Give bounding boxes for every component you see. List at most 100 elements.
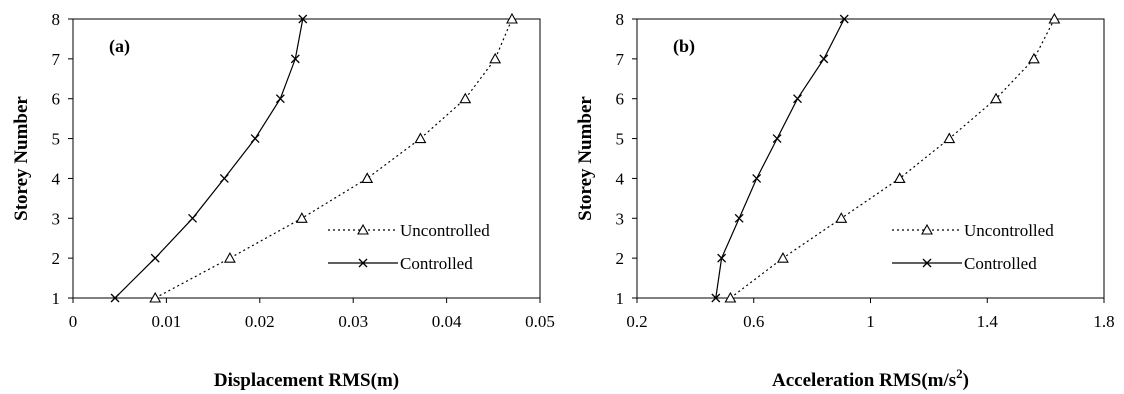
triangle-marker [1048, 12, 1061, 24]
x-marker-stroke-b [290, 54, 300, 64]
x-axis-label-text: Acceleration RMS(m/s [772, 370, 956, 391]
y-tick-label: 8 [616, 10, 625, 29]
plot-frame [72, 18, 541, 299]
x-marker-stroke-b [298, 14, 308, 24]
x-marker-stroke-b [150, 253, 160, 263]
legend-marker-stroke-b [358, 258, 368, 268]
x-tick-label: 1.4 [977, 312, 999, 331]
x-marker [772, 134, 782, 144]
x-axis-label: Acceleration RMS(m/s2) [772, 366, 969, 391]
x-marker [717, 253, 727, 263]
triangle-marker [1028, 52, 1040, 64]
y-tick-label: 1 [616, 289, 625, 308]
y-tick-label: 7 [52, 50, 61, 69]
x-marker-stroke-b [110, 293, 120, 303]
x-tick-label: 0.01 [152, 312, 182, 331]
series-line-x [715, 18, 845, 299]
x-marker [250, 134, 260, 144]
x-marker-stroke-b [250, 134, 260, 144]
x-tick-label: 0.6 [743, 312, 764, 331]
x-tick-label: 0.2 [626, 312, 647, 331]
x-axis-label-superscript: 2 [956, 366, 963, 381]
y-tick-label: 4 [52, 169, 61, 188]
panel-label: (b) [673, 36, 695, 57]
legend-label: Uncontrolled [964, 221, 1054, 240]
x-marker [219, 173, 229, 183]
x-tick-label: 0.03 [338, 312, 368, 331]
x-marker-stroke-b [219, 173, 229, 183]
y-tick-label: 5 [616, 130, 625, 149]
triangle-marker [506, 12, 518, 24]
x-axis-label-text: Displacement RMS(m) [214, 370, 399, 391]
triangle-marker [149, 291, 162, 303]
chart-panel-0: 0 0.01 0.02 0.03 0.04 0.05 1 2 3 4 5 6 7 8 Displacemen… [11, 10, 555, 391]
y-tick-label: 3 [52, 209, 61, 228]
x-marker-stroke-b [772, 134, 782, 144]
x-tick-label: 0.02 [245, 312, 275, 331]
triangle-marker [459, 92, 472, 104]
y-tick-label: 8 [52, 10, 61, 29]
triangle-marker [990, 92, 1002, 104]
x-tick-label: 1.8 [1093, 312, 1114, 331]
y-tick-label: 7 [616, 50, 625, 69]
legend-label: Controlled [400, 254, 473, 273]
y-tick-label: 6 [616, 90, 625, 109]
x-tick-label: 0.04 [432, 312, 462, 331]
triangle-marker [835, 212, 848, 223]
x-tick-label: 1 [866, 312, 875, 331]
triangle-marker [414, 132, 427, 144]
y-tick-label: 5 [52, 130, 61, 149]
triangle-marker [223, 252, 236, 263]
x-marker-stroke-b [717, 253, 727, 263]
y-tick-label: 1 [52, 289, 61, 308]
y-tick-label: 2 [616, 249, 625, 268]
y-tick-label: 3 [616, 209, 625, 228]
x-marker-stroke-b [752, 173, 762, 183]
x-marker-stroke-b [839, 14, 849, 24]
x-marker-stroke-b [793, 94, 802, 104]
chart-panel-1: 0.2 0.6 1 1.4 1.8 1 2 3 4 5 6 7 8 Acceleration RMS(m/… [575, 10, 1115, 391]
x-marker [793, 94, 802, 104]
triangle-marker [489, 52, 502, 64]
panel-label: (a) [109, 36, 130, 57]
triangle-marker [943, 132, 956, 144]
triangle-marker [893, 172, 906, 183]
legend-marker [358, 258, 368, 268]
x-axis-label-end: ) [963, 370, 969, 391]
legend-label: Controlled [964, 254, 1037, 273]
y-axis-label: Storey Number [575, 96, 596, 221]
x-marker [711, 293, 721, 303]
x-marker-stroke-b [734, 213, 744, 223]
legend-marker-stroke-b [922, 258, 932, 268]
x-marker [752, 173, 762, 183]
x-tick-label: 0 [69, 312, 78, 331]
x-marker [734, 213, 744, 223]
x-marker-stroke-b [819, 54, 829, 64]
x-axis-label: Displacement RMS(m) [214, 370, 399, 391]
legend-label: Uncontrolled [400, 221, 490, 240]
triangle-marker [724, 291, 737, 303]
triangle-marker [777, 252, 789, 263]
x-marker [290, 54, 300, 64]
triangle-marker [361, 172, 374, 183]
triangle-marker [295, 212, 308, 223]
x-marker [839, 14, 849, 24]
x-marker-stroke-b [188, 213, 198, 223]
x-tick-label: 0.05 [525, 312, 555, 331]
y-axis-label: Storey Number [11, 96, 32, 221]
x-marker-stroke-b [275, 94, 285, 104]
x-marker-stroke-b [711, 293, 721, 303]
series-line-x [114, 18, 304, 299]
y-tick-label: 2 [52, 249, 61, 268]
legend-marker [357, 223, 369, 235]
legend-marker [922, 258, 932, 268]
x-marker [188, 213, 198, 223]
x-marker [150, 253, 160, 263]
y-tick-label: 4 [616, 169, 625, 188]
x-marker [110, 293, 120, 303]
y-tick-label: 6 [52, 90, 61, 109]
x-marker [275, 94, 285, 104]
legend-marker [921, 223, 933, 235]
series-line-triangle [154, 18, 513, 299]
